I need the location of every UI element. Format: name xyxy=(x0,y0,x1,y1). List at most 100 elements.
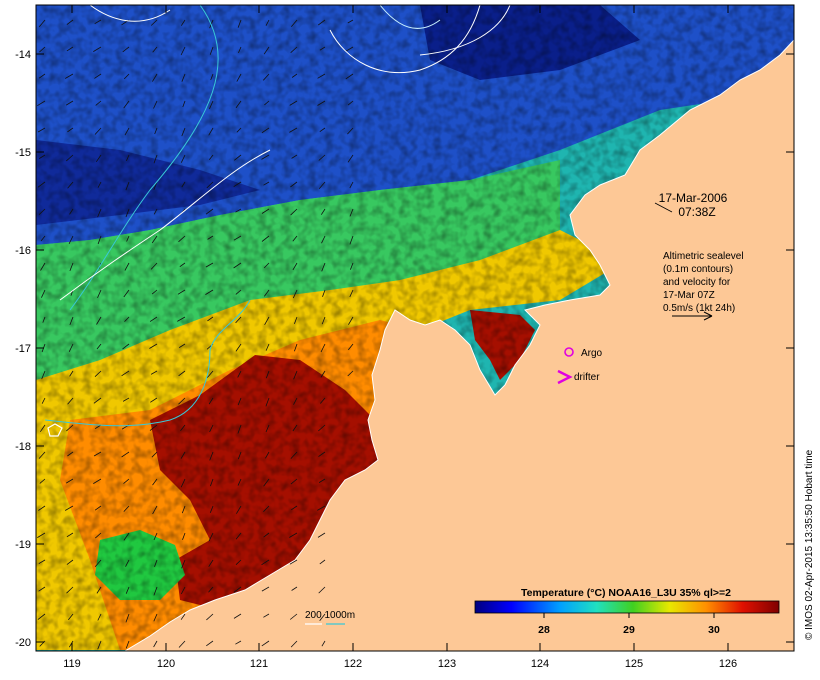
velocity-arrow xyxy=(40,235,46,242)
svg-text:17-Mar 07Z: 17-Mar 07Z xyxy=(663,290,715,301)
velocity-arrow xyxy=(317,505,326,511)
velocity-arrow xyxy=(38,451,46,459)
velocity-arrow xyxy=(291,73,298,78)
velocity-arrow xyxy=(289,559,298,565)
velocity-arrow xyxy=(181,181,186,188)
velocity-arrow xyxy=(263,181,270,186)
velocity-arrow xyxy=(233,586,242,593)
depth-legend-label: 200 1000m xyxy=(305,610,355,621)
lon-label-124: 124 xyxy=(531,658,549,670)
velocity-arrow xyxy=(126,154,130,162)
plot-frame xyxy=(35,4,795,652)
velocity-arrow xyxy=(95,100,102,106)
lat-axis: -14 -15 -16 -17 -18 -19 -20 xyxy=(15,49,794,649)
velocity-arrow xyxy=(180,46,186,56)
island-outline xyxy=(47,423,63,437)
velocity-arrow xyxy=(233,235,242,241)
velocity-arrow xyxy=(292,262,298,271)
velocity-arrow xyxy=(294,316,298,324)
velocity-arrow xyxy=(261,127,270,134)
velocity-arrow xyxy=(207,316,214,322)
velocity-arrow xyxy=(149,316,158,322)
velocity-arrow xyxy=(180,478,186,488)
velocity-arrow xyxy=(264,316,270,325)
velocity-arrow xyxy=(67,127,74,133)
lat-label-19: -19 xyxy=(15,539,31,551)
velocity-arrow xyxy=(209,505,214,513)
ssh-contours xyxy=(44,5,511,427)
velocity-arrow xyxy=(97,208,102,218)
velocity-arrow xyxy=(345,73,354,80)
velocity-arrow xyxy=(238,46,242,54)
velocity-arrow xyxy=(180,424,186,431)
velocity-arrow xyxy=(178,640,186,648)
lon-label-121: 121 xyxy=(250,658,268,670)
colorbar-tick-29: 29 xyxy=(623,624,635,636)
velocity-arrow xyxy=(152,46,158,53)
velocity-arrow xyxy=(125,640,130,649)
velocity-arrow xyxy=(93,478,102,484)
velocity-arrow xyxy=(261,640,270,647)
velocity-arrow xyxy=(319,397,326,404)
velocity-arrow xyxy=(347,19,354,24)
velocity-arrow xyxy=(123,505,130,512)
velocity-arrow xyxy=(320,208,326,215)
velocity-arrow xyxy=(235,559,242,565)
velocity-arrow xyxy=(347,100,354,106)
velocity-arrow xyxy=(317,100,326,106)
velocity-arrow xyxy=(178,343,186,348)
velocity-arrow xyxy=(235,532,242,540)
velocity-arrow xyxy=(93,451,102,457)
velocity-arrow xyxy=(318,478,326,483)
velocity-arrow xyxy=(41,370,46,380)
velocity-arrow xyxy=(349,289,354,298)
velocity-arrow xyxy=(181,505,186,514)
velocity-arrow xyxy=(182,100,186,108)
velocity-arrow xyxy=(125,559,130,567)
velocity-arrow xyxy=(235,316,242,324)
lon-axis: 119 120 121 122 123 124 125 126 xyxy=(63,5,737,670)
velocity-arrow xyxy=(205,289,214,295)
velocity-arrow xyxy=(150,262,158,270)
velocity-arrow xyxy=(37,613,46,620)
velocity-arrow xyxy=(151,289,158,295)
velocity-arrow xyxy=(261,586,270,592)
velocity-arrow xyxy=(292,424,298,432)
colorbar xyxy=(474,600,780,614)
velocity-arrow xyxy=(321,316,326,325)
velocity-arrow xyxy=(265,424,270,433)
velocity-arrow xyxy=(125,586,130,594)
altimetry-note: Altimetric sealevel (0.1m contours) and … xyxy=(663,251,744,314)
velocity-arrow xyxy=(319,127,326,133)
velocity-arrow xyxy=(39,46,46,53)
velocity-arrow xyxy=(290,640,298,648)
velocity-arrow xyxy=(290,451,298,459)
drifter-symbol xyxy=(557,369,573,385)
velocity-arrow xyxy=(263,262,270,269)
velocity-arrow xyxy=(208,127,214,136)
velocity-arrow xyxy=(66,46,74,52)
velocity-arrow xyxy=(208,154,214,160)
svg-text:0.5m/s (1kt 24h): 0.5m/s (1kt 24h) xyxy=(663,303,735,314)
velocity-arrow xyxy=(236,73,242,82)
velocity-arrow xyxy=(294,343,298,352)
velocity-arrow xyxy=(123,478,130,484)
velocity-arrow xyxy=(154,559,158,567)
velocity-arrow xyxy=(94,19,102,25)
velocity-arrow xyxy=(181,127,186,137)
velocity-arrow xyxy=(208,532,214,542)
lat-label-20: -20 xyxy=(15,637,31,649)
velocity-arrow xyxy=(96,586,102,594)
velocity-arrow xyxy=(125,208,130,218)
svg-text:(0.1m contours): (0.1m contours) xyxy=(663,264,733,275)
velocity-arrow xyxy=(124,127,130,136)
velocity-arrow xyxy=(95,154,102,163)
velocity-arrow xyxy=(123,532,130,541)
velocity-arrow xyxy=(39,424,46,433)
velocity-arrow xyxy=(94,370,102,377)
velocity-arrow xyxy=(290,19,298,27)
velocity-arrow xyxy=(122,397,130,402)
velocity-arrow xyxy=(151,235,158,244)
velocity-arrow xyxy=(293,370,298,380)
velocity-arrow xyxy=(37,181,46,188)
